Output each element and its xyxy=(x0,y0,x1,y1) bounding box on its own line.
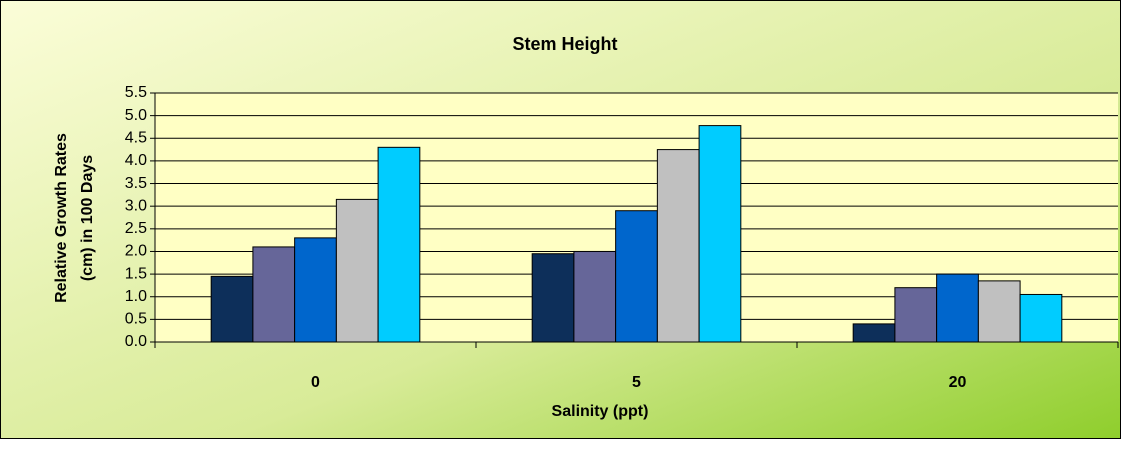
y-tick-label: 2.5 xyxy=(125,220,147,237)
bar xyxy=(573,250,617,343)
y-tick-label: 1.0 xyxy=(125,288,147,305)
y-axis-title-line: Relative Growth Rates xyxy=(53,133,70,303)
bar xyxy=(1019,293,1063,343)
y-tick-label: 0.5 xyxy=(125,311,147,328)
bar xyxy=(977,280,1021,343)
bar xyxy=(852,323,896,343)
x-tick-label: 0 xyxy=(311,374,320,391)
y-tick-label: 0.0 xyxy=(125,333,147,350)
bar xyxy=(294,237,337,343)
y-tick-label: 3.0 xyxy=(125,197,147,214)
y-tick-label: 1.5 xyxy=(125,265,147,282)
x-tick-label: 5 xyxy=(632,374,641,391)
chart-title: Stem Height xyxy=(512,34,617,54)
bar xyxy=(936,273,979,343)
bar xyxy=(377,146,421,343)
bar xyxy=(894,287,938,343)
y-tick-label: 5.5 xyxy=(125,84,147,101)
y-axis-title-line: (cm) in 100 Days xyxy=(79,155,96,281)
bar xyxy=(656,149,700,343)
bar xyxy=(615,210,658,343)
y-tick-label: 5.0 xyxy=(125,107,147,124)
y-tick-label: 3.5 xyxy=(125,175,147,192)
bar xyxy=(252,246,296,343)
bar xyxy=(335,198,379,343)
bar xyxy=(210,275,254,343)
bar xyxy=(698,125,742,343)
bar xyxy=(531,253,575,343)
y-tick-label: 2.0 xyxy=(125,243,147,260)
y-tick-label: 4.0 xyxy=(125,152,147,169)
x-axis-title: Salinity (ppt) xyxy=(552,403,649,420)
y-tick-label: 4.5 xyxy=(125,129,147,146)
x-tick-label: 20 xyxy=(949,374,967,391)
y-axis-title: Relative Growth Rates (cm) in 100 Days xyxy=(53,133,96,303)
